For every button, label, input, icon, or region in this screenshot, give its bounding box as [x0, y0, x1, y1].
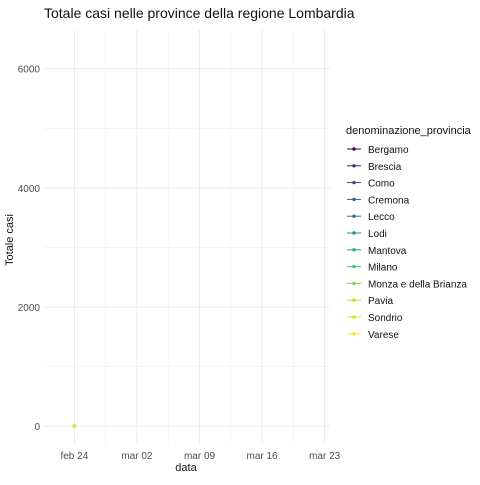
legend-key-point — [352, 231, 356, 235]
legend-key-point — [352, 197, 356, 202]
legend-key-point — [352, 147, 356, 151]
legend-title: denominazione_provincia — [346, 125, 472, 137]
legend-key-point — [352, 264, 356, 269]
legend-key-point — [352, 164, 356, 168]
x-tick-label: mar 02 — [121, 451, 153, 462]
legend-key-point — [352, 281, 356, 286]
legend-item: Bergamo — [347, 145, 409, 156]
y-tick-label: 0 — [34, 422, 40, 433]
legend-label: Bergamo — [368, 145, 409, 156]
x-tick-label: mar 23 — [309, 451, 341, 462]
legend-label: Lecco — [368, 212, 395, 223]
legend-label: Sondrio — [368, 313, 403, 324]
y-tick-label: 6000 — [18, 65, 41, 76]
legend-item: Brescia — [347, 162, 402, 173]
y-axis-title: Totale casi — [4, 214, 16, 266]
legend-key-point — [352, 180, 356, 185]
legend-key-point — [352, 214, 356, 218]
legend-label: Lodi — [368, 229, 387, 240]
legend-item: Monza e della Brianza — [347, 279, 467, 290]
legend-key-point — [352, 332, 356, 336]
legend-key-point — [352, 248, 356, 252]
grid — [44, 30, 330, 444]
y-tick-label: 4000 — [18, 184, 41, 195]
legend: denominazione_provincia Bergamo Brescia Co… — [346, 125, 472, 341]
legend-label: Monza e della Brianza — [368, 279, 467, 290]
x-axis-title: data — [175, 462, 197, 474]
x-tick-label: mar 09 — [184, 451, 216, 462]
chart-title: Totale casi nelle province della regione… — [44, 5, 355, 21]
legend-label: Mantova — [368, 246, 407, 257]
legend-label: Milano — [368, 263, 398, 274]
legend-item: Sondrio — [347, 313, 403, 324]
legend-item: Pavia — [347, 296, 393, 307]
series-layer — [72, 424, 77, 428]
legend-label: Cremona — [368, 195, 410, 206]
legend-item: Cremona — [347, 195, 410, 206]
legend-item: Como — [347, 179, 395, 190]
legend-label: Pavia — [368, 296, 393, 307]
legend-label: Como — [368, 179, 395, 190]
legend-item: Varese — [347, 330, 399, 341]
legend-key-point — [352, 315, 356, 319]
legend-key-point — [352, 298, 356, 302]
axes: 0 2000 4000 6000 feb 24 mar 02 mar 09 mar 16 mar… — [18, 65, 341, 462]
legend-item: Lecco — [347, 212, 395, 223]
legend-label: Brescia — [368, 162, 402, 173]
data-point — [72, 424, 77, 428]
x-tick-label: feb 24 — [60, 451, 88, 462]
legend-item: Milano — [347, 263, 398, 274]
legend-label: Varese — [368, 330, 399, 341]
x-tick-label: mar 16 — [247, 451, 279, 462]
legend-item: Lodi — [347, 229, 387, 240]
legend-item: Mantova — [347, 246, 407, 257]
y-tick-label: 2000 — [18, 303, 41, 314]
